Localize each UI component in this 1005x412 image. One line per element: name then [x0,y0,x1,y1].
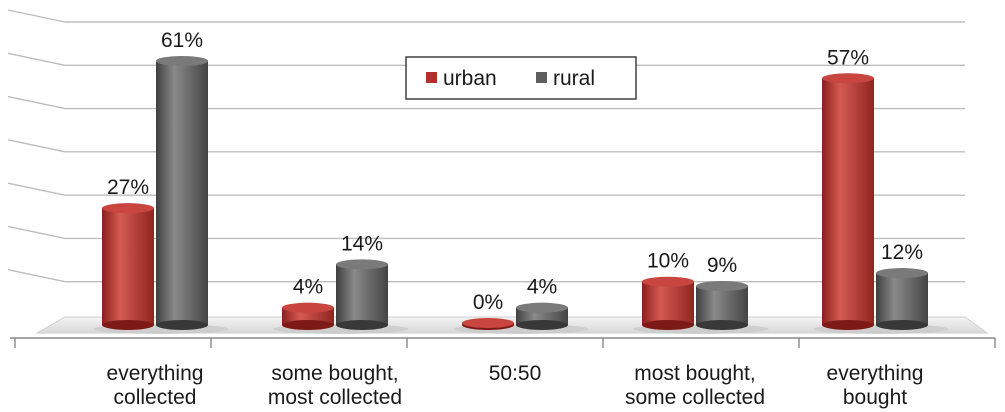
data-label-urban: 10% [647,250,689,273]
gridline-tail [7,182,66,196]
bar-top [282,302,334,313]
bar-body [876,273,928,325]
bar-top [516,302,568,313]
x-tick-label: everything [107,362,204,385]
data-label-urban: 57% [827,46,869,69]
bar-base [336,320,388,330]
data-label-rural: 9% [707,254,737,277]
gridline-tail [7,52,66,66]
x-tick-label: some collected [625,386,765,409]
bar-body [642,281,694,325]
x-tick-label: 50:50 [489,362,542,385]
bar-rural-2 [516,302,568,330]
bar-rural-3 [696,281,748,330]
x-tick-label: everything [827,362,924,385]
x-tick-label: most bought, [634,362,755,385]
bar-top [822,73,874,84]
bar-base [642,320,694,330]
bar-urban-2 [462,318,514,330]
bar-top [642,276,694,287]
gridline-tail [7,95,66,110]
data-label-rural: 61% [161,29,203,52]
bar-urban-3 [642,276,694,330]
bars [93,55,949,334]
gridline-tail [7,225,66,240]
data-labels: 27% 61% 4% 14% 0% 4% 10% 9% 57% 12% [107,29,923,314]
x-tick-label: bought [843,386,907,409]
bar-body [102,208,154,325]
bar-body [156,60,208,325]
bar-top [876,268,928,279]
data-label-rural: 4% [527,276,557,299]
x-tick-label: some bought, [271,362,398,385]
bar-urban-1 [282,302,334,330]
bar-base [282,320,334,330]
bar-rural-1 [336,259,388,330]
bar-base [516,320,568,330]
legend-label-rural: rural [553,67,595,90]
legend-swatch-urban [426,72,437,83]
data-label-urban: 4% [293,276,323,299]
bar-body [336,264,388,325]
bar-base [876,320,928,330]
bar-body [822,78,874,326]
bar-top [696,281,748,292]
bar-base [822,320,874,330]
bar-top [102,203,154,214]
gridline-tail [7,269,66,283]
bar-top [462,318,514,328]
bar-rural-0 [156,55,208,330]
data-label-rural: 12% [881,241,923,264]
gridline-tail [7,9,66,23]
data-label-urban: 27% [107,176,149,199]
bar-body [696,286,748,325]
gridlines [7,9,965,283]
x-tick-label: most collected [268,386,402,409]
data-label-urban: 0% [473,291,503,314]
bar-base [696,320,748,330]
legend-box [405,56,637,100]
bar-urban-4 [822,73,874,330]
bar-top [156,55,208,66]
legend: urban rural [405,56,637,100]
bar-urban-0 [102,203,154,330]
gridline-tail [7,139,66,153]
legend-label-urban: urban [443,67,497,90]
x-tick-label: collected [114,386,197,409]
bar-top [336,259,388,270]
bar-base [156,320,208,330]
data-label-rural: 14% [341,232,383,255]
bar-rural-4 [876,268,928,330]
legend-swatch-rural [536,72,547,83]
bar-base [102,320,154,330]
